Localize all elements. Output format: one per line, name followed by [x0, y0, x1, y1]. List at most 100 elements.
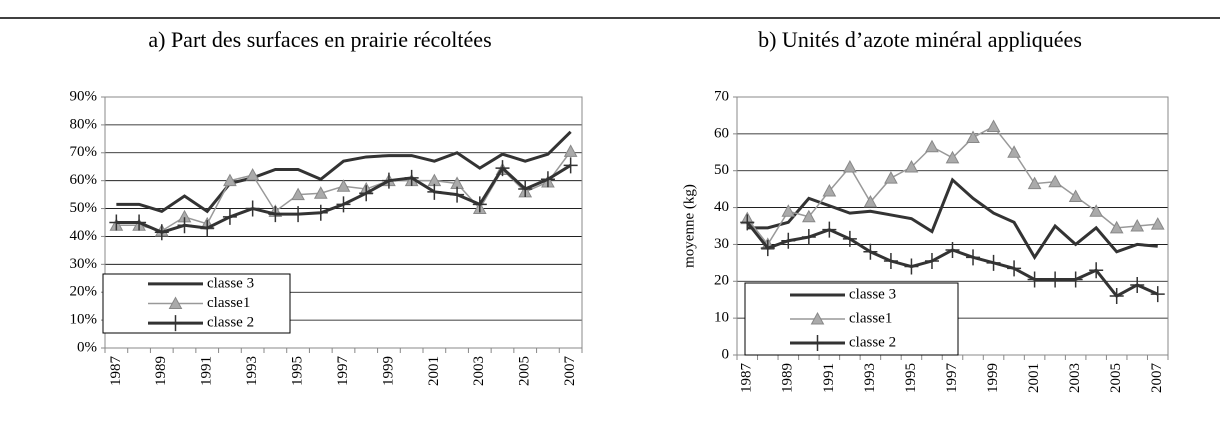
- marker-triangle: [313, 186, 328, 199]
- y-tick-label: 40%: [70, 228, 98, 244]
- x-tick-label: 1993: [244, 356, 260, 386]
- marker-plus: [132, 214, 147, 231]
- x-tick-label: 1997: [944, 363, 960, 394]
- marker-triangle: [904, 159, 919, 173]
- x-tick-label: 1989: [780, 363, 796, 393]
- marker-plus: [109, 214, 124, 231]
- marker-triangle: [925, 139, 939, 153]
- marker-plus: [472, 196, 487, 213]
- y-tick-label: 0%: [77, 339, 97, 355]
- marker-plus: [760, 240, 775, 257]
- marker-triangle: [1027, 176, 1042, 190]
- marker-plus: [945, 241, 960, 258]
- y-tick-label: 30%: [70, 256, 98, 272]
- marker-triangle: [801, 209, 816, 223]
- marker-plus: [563, 157, 578, 174]
- marker-triangle: [810, 311, 825, 325]
- marker-plus: [863, 243, 878, 260]
- marker-triangle: [563, 144, 578, 157]
- marker-plus: [336, 196, 351, 213]
- marker-triangle: [168, 296, 183, 309]
- legend-label: classe1: [849, 310, 892, 326]
- marker-plus: [359, 185, 374, 202]
- marker-plus: [904, 258, 919, 275]
- marker-plus: [842, 230, 857, 247]
- marker-triangle: [336, 179, 351, 192]
- marker-plus: [822, 221, 837, 238]
- marker-plus: [427, 183, 442, 200]
- marker-triangle: [966, 130, 980, 144]
- y-tick-label: 80%: [70, 116, 98, 132]
- x-tick-label: 2007: [562, 356, 578, 387]
- marker-plus: [1089, 262, 1104, 279]
- y-tick-label: 70%: [70, 144, 98, 160]
- legend-label: classe1: [207, 295, 250, 311]
- marker-plus: [1027, 271, 1042, 288]
- marker-plus: [154, 224, 169, 241]
- series-line: [747, 177, 1158, 261]
- legend-box: [744, 282, 959, 356]
- marker-plus: [268, 206, 283, 223]
- legend-label: classe 2: [849, 334, 896, 350]
- x-tick-label: 2005: [517, 356, 533, 386]
- marker-triangle: [1109, 220, 1124, 234]
- marker-plus: [540, 171, 555, 188]
- marker-plus: [200, 220, 215, 237]
- marker-plus: [291, 206, 306, 223]
- y-tick-label: 10: [714, 310, 729, 326]
- marker-plus: [1150, 286, 1165, 303]
- x-tick-label: 1993: [862, 363, 878, 393]
- marker-plus: [740, 214, 755, 231]
- legend-label: classe 3: [849, 286, 896, 302]
- marker-triangle: [945, 150, 960, 164]
- y-tick-label: 50%: [70, 200, 98, 216]
- x-tick-label: 1987: [739, 363, 755, 394]
- y-tick-label: 60: [714, 125, 729, 141]
- legend-label: classe 2: [207, 315, 254, 331]
- marker-triangle: [986, 119, 1001, 132]
- marker-plus: [495, 160, 510, 177]
- legend-label: classe 3: [207, 275, 254, 291]
- marker-plus: [883, 253, 898, 270]
- y-tick-label: 90%: [70, 88, 98, 104]
- marker-plus: [404, 169, 419, 186]
- x-tick-label: 1999: [985, 363, 1001, 393]
- marker-plus: [177, 217, 192, 234]
- y-tick-label: 20: [714, 273, 729, 289]
- marker-plus: [518, 181, 533, 198]
- x-tick-label: 2003: [1067, 363, 1083, 393]
- marker-triangle: [1048, 174, 1062, 188]
- marker-plus: [781, 232, 796, 249]
- marker-triangle: [245, 168, 260, 181]
- series-line: [116, 130, 572, 214]
- chart-title: a) Part des surfaces en prairie récoltée…: [148, 27, 491, 52]
- marker-triangle: [291, 187, 305, 201]
- marker-triangle: [884, 171, 898, 184]
- marker-triangle: [1150, 217, 1165, 230]
- marker-triangle: [863, 194, 878, 208]
- marker-plus: [245, 200, 260, 217]
- y-tick-label: 10%: [70, 312, 98, 328]
- y-tick-label: 70: [714, 88, 729, 104]
- y-tick-label: 20%: [70, 284, 98, 300]
- marker-triangle: [223, 173, 237, 187]
- y-tick-label: 50: [714, 162, 729, 178]
- marker-triangle: [822, 183, 837, 197]
- x-tick-label: 2001: [1026, 363, 1042, 393]
- x-tick-label: 1991: [199, 356, 215, 386]
- marker-plus: [986, 254, 1001, 271]
- x-tick-label: 1999: [380, 356, 396, 386]
- y-axis-label: moyenne (kg): [681, 184, 697, 268]
- x-tick-label: 1989: [153, 356, 169, 386]
- marker-plus: [1109, 288, 1124, 305]
- marker-plus: [222, 208, 237, 225]
- y-tick-label: 30: [714, 236, 729, 252]
- x-tick-label: 1987: [108, 356, 124, 387]
- y-tick-label: 40: [714, 199, 729, 215]
- marker-plus: [924, 253, 939, 270]
- x-tick-label: 1995: [903, 363, 919, 393]
- marker-triangle: [843, 159, 857, 173]
- chart-title: b) Unités d’azote minéral appliquées: [758, 27, 1082, 52]
- marker-triangle: [781, 204, 796, 217]
